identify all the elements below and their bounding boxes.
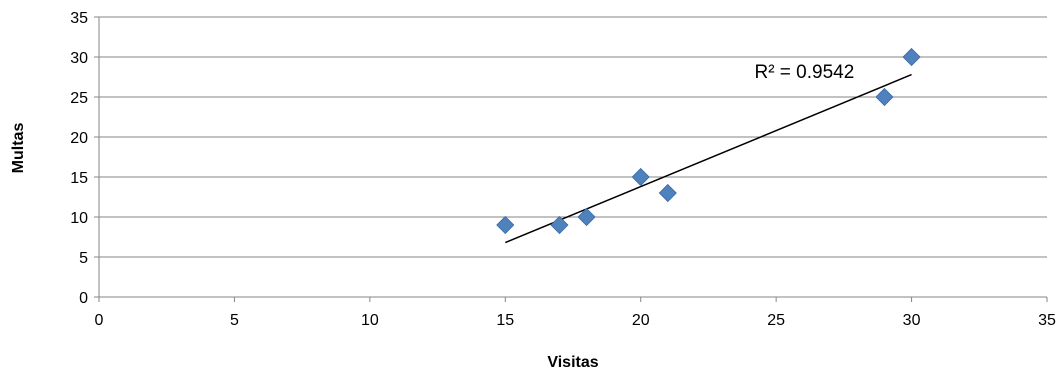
x-tick-label-2: 10 xyxy=(361,312,379,329)
data-point-0-5 xyxy=(875,87,894,107)
y-tick-label-4: 20 xyxy=(70,130,88,147)
y-tick-label-6: 30 xyxy=(70,50,88,67)
x-axis-title: Visitas xyxy=(547,354,598,371)
data-point-0-6 xyxy=(902,47,921,67)
data-point-0-4 xyxy=(658,183,677,203)
x-tick-labels: 0 5 10 15 20 25 30 35 xyxy=(95,312,1056,329)
x-tick-label-4: 20 xyxy=(632,312,650,329)
r-squared-label: R² = 0.9542 xyxy=(754,62,854,83)
trendline-group xyxy=(504,73,912,244)
x-tick-label-0: 0 xyxy=(95,312,104,329)
annotations: R² = 0.9542 xyxy=(754,62,854,83)
data-point-0-1 xyxy=(550,215,569,235)
y-tick-label-5: 25 xyxy=(70,90,88,107)
data-point-0-3 xyxy=(631,167,650,187)
x-tick-label-7: 35 xyxy=(1038,312,1056,329)
y-tick-label-0: 0 xyxy=(79,290,88,307)
x-tick-label-1: 5 xyxy=(230,312,239,329)
gridlines xyxy=(99,16,1047,298)
y-tick-label-7: 35 xyxy=(70,10,88,27)
x-tick-label-5: 25 xyxy=(767,312,785,329)
y-tick-label-2: 10 xyxy=(70,210,88,227)
axes xyxy=(94,16,1048,302)
y-tick-label-3: 15 xyxy=(70,170,88,187)
x-tick-label-3: 15 xyxy=(496,312,514,329)
x-tick-label-6: 30 xyxy=(903,312,921,329)
y-tick-label-1: 5 xyxy=(79,250,88,267)
trendline xyxy=(504,73,912,244)
data-points xyxy=(496,47,921,235)
data-point-0-2 xyxy=(577,207,596,227)
y-tick-labels: 0 5 10 15 20 25 30 35 xyxy=(70,10,88,307)
data-point-0-0 xyxy=(496,215,515,235)
y-axis-title: Multas xyxy=(10,123,27,174)
